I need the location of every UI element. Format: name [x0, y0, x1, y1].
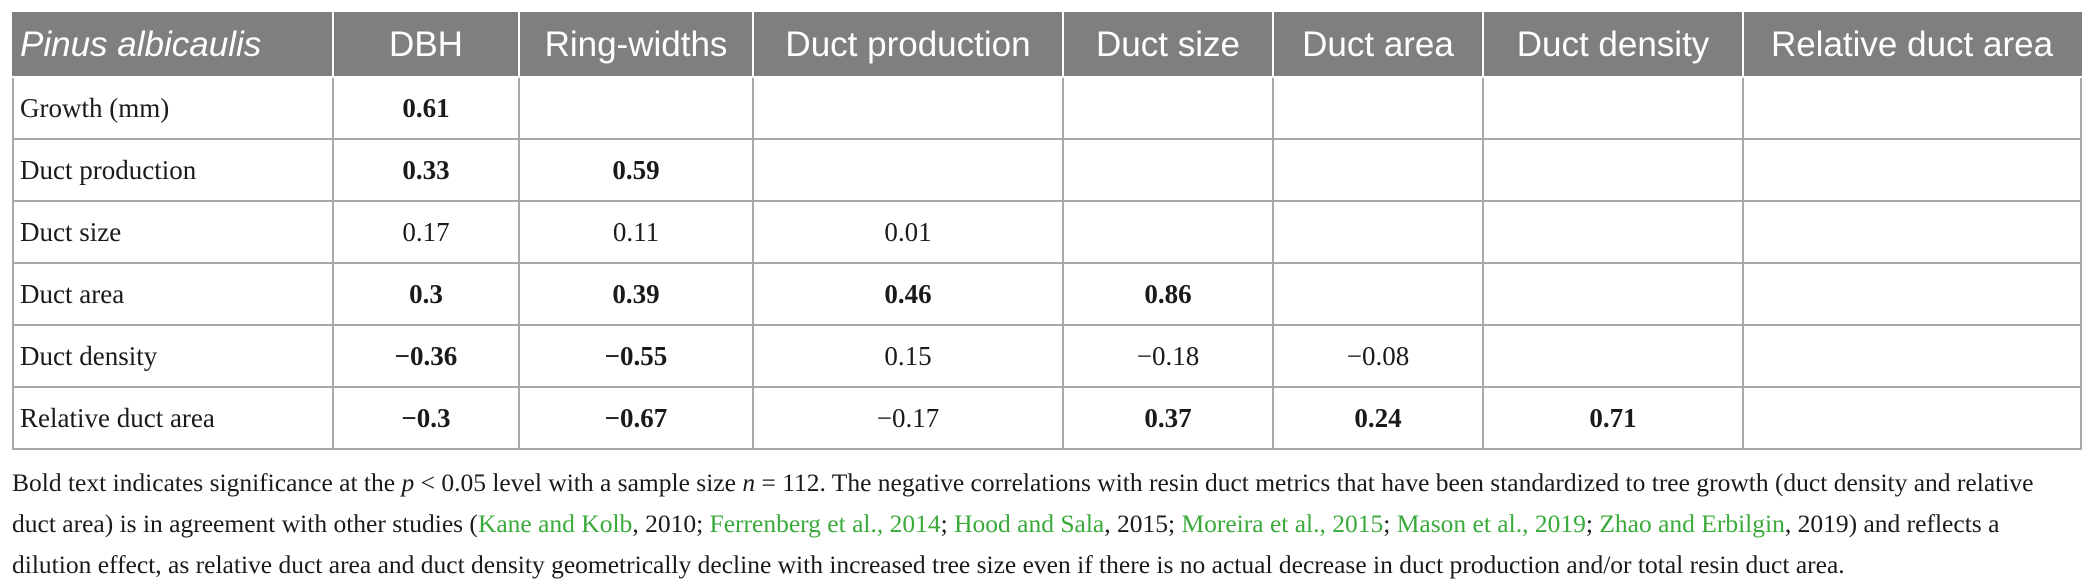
correlation-cell: −0.3: [332, 386, 520, 450]
row-label: Relative duct area: [12, 386, 334, 450]
table-body: Growth (mm) 0.61 Duct production 0.33 0.59 Du…: [12, 76, 2082, 450]
footnote-text: < 0.05 level with a sample size: [414, 468, 743, 497]
row-label: Duct size: [12, 200, 334, 264]
column-header: Duct size: [1062, 12, 1274, 78]
empty-cell: [1482, 262, 1744, 326]
empty-cell: [1062, 76, 1274, 140]
correlation-cell: −0.36: [332, 324, 520, 388]
correlation-cell: 0.3: [332, 262, 520, 326]
citation-link[interactable]: Moreira et al., 2015: [1181, 509, 1384, 538]
row-label: Duct production: [12, 138, 334, 202]
correlation-cell: 0.71: [1482, 386, 1744, 450]
citation-link[interactable]: Mason et al., 2019: [1396, 509, 1586, 538]
correlation-cell: −0.55: [518, 324, 754, 388]
citation-link[interactable]: Ferrenberg et al., 2014: [709, 509, 941, 538]
empty-cell: [1272, 76, 1484, 140]
footnote-text: = 112. The negative correlations with re…: [12, 468, 2034, 538]
table-row: Duct area 0.3 0.39 0.46 0.86: [12, 262, 2082, 326]
correlation-cell: 0.15: [752, 324, 1064, 388]
correlation-cell: −0.17: [752, 386, 1064, 450]
column-header: Duct production: [752, 12, 1064, 78]
column-header: Ring-widths: [518, 12, 754, 78]
citation-year: , 2010;: [632, 509, 710, 538]
footnote-text: Bold text indicates significance at the: [12, 468, 402, 497]
separator: ;: [940, 509, 955, 538]
table-row: Growth (mm) 0.61: [12, 76, 2082, 140]
empty-cell: [1062, 200, 1274, 264]
correlation-cell: −0.67: [518, 386, 754, 450]
column-header: Relative duct area: [1742, 12, 2082, 78]
empty-cell: [1482, 76, 1744, 140]
correlation-table: Pinus albicaulis DBH Ring-widths Duct produ…: [12, 12, 2082, 450]
empty-cell: [1742, 262, 2082, 326]
empty-cell: [518, 76, 754, 140]
citation-year: , 2019: [1784, 509, 1849, 538]
empty-cell: [1482, 324, 1744, 388]
footnote-text: ) and reflects a dilution effect, as rel…: [12, 509, 2000, 579]
correlation-cell: 0.01: [752, 200, 1064, 264]
column-header: DBH: [332, 12, 520, 78]
correlation-cell: 0.11: [518, 200, 754, 264]
correlation-cell: −0.08: [1272, 324, 1484, 388]
empty-cell: [1272, 262, 1484, 326]
correlation-cell: 0.39: [518, 262, 754, 326]
empty-cell: [1482, 200, 1744, 264]
empty-cell: [752, 138, 1064, 202]
table-footnote: Bold text indicates significance at the …: [12, 462, 2078, 585]
table-row: Duct size 0.17 0.11 0.01: [12, 200, 2082, 264]
empty-cell: [1742, 76, 2082, 140]
empty-cell: [1482, 138, 1744, 202]
empty-cell: [1742, 138, 2082, 202]
p-symbol: p: [401, 468, 415, 497]
correlation-cell: 0.61: [332, 76, 520, 140]
citation-link[interactable]: Zhao and Erbilgin: [1599, 509, 1785, 538]
column-header: Duct area: [1272, 12, 1484, 78]
row-label: Duct area: [12, 262, 334, 326]
row-label: Growth (mm): [12, 76, 334, 140]
citation-link[interactable]: Kane and Kolb: [477, 509, 633, 538]
correlation-cell: −0.18: [1062, 324, 1274, 388]
correlation-cell: 0.24: [1272, 386, 1484, 450]
correlation-table-figure: Pinus albicaulis DBH Ring-widths Duct produ…: [12, 12, 2082, 585]
empty-cell: [1742, 324, 2082, 388]
empty-cell: [1272, 138, 1484, 202]
empty-cell: [752, 76, 1064, 140]
column-header: Duct density: [1482, 12, 1744, 78]
citation-link[interactable]: Hood and Sala: [954, 509, 1105, 538]
correlation-cell: 0.17: [332, 200, 520, 264]
table-row: Duct density −0.36 −0.55 0.15 −0.18 −0.08: [12, 324, 2082, 388]
correlation-cell: 0.46: [752, 262, 1064, 326]
row-label: Duct density: [12, 324, 334, 388]
correlation-cell: 0.86: [1062, 262, 1274, 326]
empty-cell: [1742, 200, 2082, 264]
table-row: Relative duct area −0.3 −0.67 −0.17 0.37 0.24…: [12, 386, 2082, 450]
empty-cell: [1062, 138, 1274, 202]
empty-cell: [1742, 386, 2082, 450]
correlation-cell: 0.59: [518, 138, 754, 202]
correlation-cell: 0.33: [332, 138, 520, 202]
empty-cell: [1272, 200, 1484, 264]
citation-year: , 2015;: [1104, 509, 1182, 538]
n-symbol: n: [742, 468, 756, 497]
correlation-cell: 0.37: [1062, 386, 1274, 450]
separator: ;: [1585, 509, 1600, 538]
header-row: Pinus albicaulis DBH Ring-widths Duct produ…: [12, 12, 2082, 78]
separator: ;: [1383, 509, 1397, 538]
table-row: Duct production 0.33 0.59: [12, 138, 2082, 202]
table-title-header: Pinus albicaulis: [12, 12, 334, 78]
